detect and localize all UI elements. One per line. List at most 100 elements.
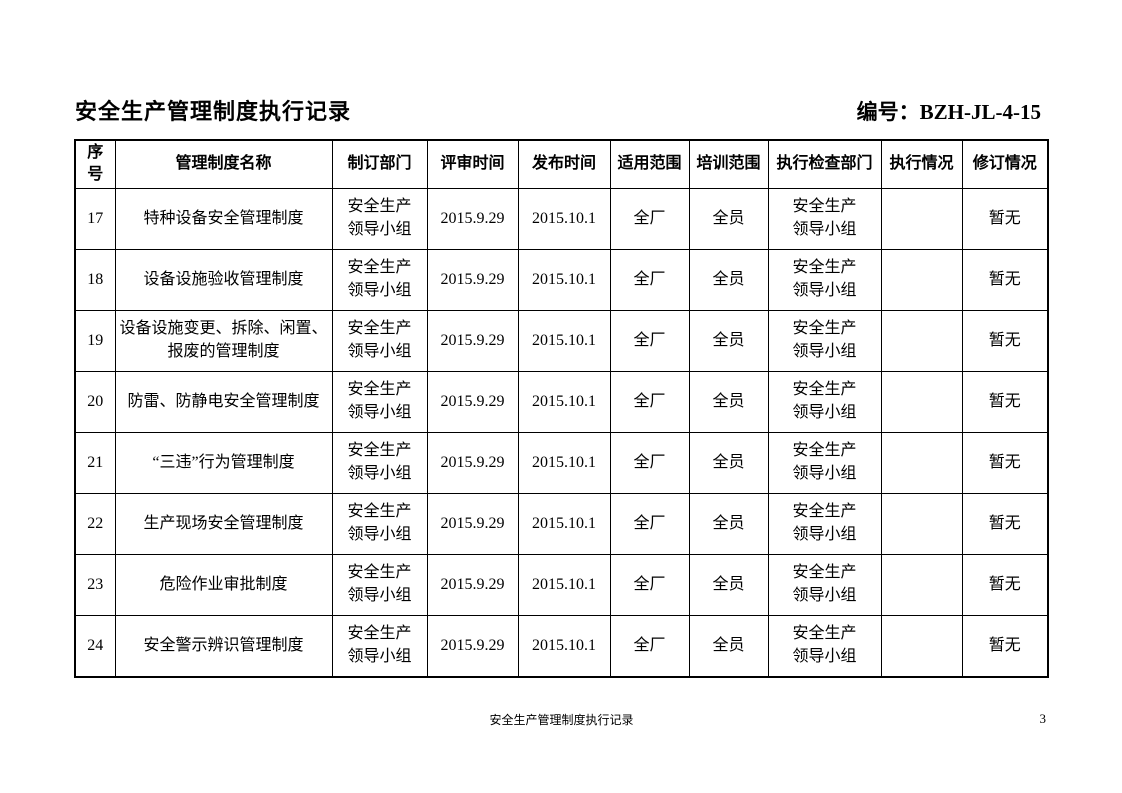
table-row: 22 生产现场安全管理制度 安全生产 领导小组 2015.9.29 2015.10.1 全… [74,492,1049,555]
table-row: 20 防雷、防静电安全管理制度 安全生产 领导小组 2015.9.29 2015.10.… [74,370,1049,433]
cell-scope: 全厂 [609,614,690,678]
cell-review_date: 2015.9.29 [426,431,519,494]
cell-no: 19 [74,309,116,372]
cell-training: 全员 [688,553,769,616]
cell-publish_date: 2015.10.1 [517,370,611,433]
cell-no: 18 [74,248,116,311]
cell-dept: 安全生产 领导小组 [331,248,428,311]
cell-publish_date: 2015.10.1 [517,492,611,555]
cell-publish_date: 2015.10.1 [517,431,611,494]
cell-review_date: 2015.9.29 [426,553,519,616]
cell-name: 危险作业审批制度 [114,553,333,616]
document-footer: 安全生产管理制度执行记录 3 [75,711,1048,728]
cell-inspect_dept: 安全生产 领导小组 [767,309,882,372]
cell-inspect_dept: 安全生产 领导小组 [767,431,882,494]
header-cell-revision: 修订情况 [961,139,1049,189]
cell-name: 设备设施变更、拆除、闲置、 报废的管理制度 [114,309,333,372]
cell-name: 防雷、防静电安全管理制度 [114,370,333,433]
records-table-body: 17 特种设备安全管理制度 安全生产 领导小组 2015.9.29 2015.10.1 全… [74,187,1049,678]
header-cell-no: 序 号 [74,139,116,189]
cell-dept: 安全生产 领导小组 [331,187,428,250]
header-cell-dept: 制订部门 [331,139,428,189]
cell-revision: 暂无 [961,309,1049,372]
cell-dept: 安全生产 领导小组 [331,553,428,616]
cell-publish_date: 2015.10.1 [517,187,611,250]
cell-review_date: 2015.9.29 [426,492,519,555]
table-row: 21 “三违”行为管理制度 安全生产 领导小组 2015.9.29 2015.10.1 全… [74,431,1049,494]
cell-review_date: 2015.9.29 [426,309,519,372]
cell-publish_date: 2015.10.1 [517,614,611,678]
cell-execution [880,492,963,555]
cell-no: 22 [74,492,116,555]
cell-dept: 安全生产 领导小组 [331,309,428,372]
cell-scope: 全厂 [609,431,690,494]
cell-scope: 全厂 [609,492,690,555]
cell-revision: 暂无 [961,248,1049,311]
cell-review_date: 2015.9.29 [426,370,519,433]
cell-dept: 安全生产 领导小组 [331,492,428,555]
cell-training: 全员 [688,614,769,678]
table-row: 17 特种设备安全管理制度 安全生产 领导小组 2015.9.29 2015.10.1 全… [74,187,1049,250]
table-row: 24 安全警示辨识管理制度 安全生产 领导小组 2015.9.29 2015.10.1 全… [74,614,1049,678]
cell-name: 设备设施验收管理制度 [114,248,333,311]
cell-publish_date: 2015.10.1 [517,553,611,616]
cell-name: “三违”行为管理制度 [114,431,333,494]
cell-no: 20 [74,370,116,433]
cell-revision: 暂无 [961,492,1049,555]
cell-publish_date: 2015.10.1 [517,309,611,372]
cell-inspect_dept: 安全生产 领导小组 [767,187,882,250]
cell-scope: 全厂 [609,309,690,372]
cell-revision: 暂无 [961,187,1049,250]
cell-scope: 全厂 [609,248,690,311]
cell-scope: 全厂 [609,370,690,433]
document-header: 安全生产管理制度执行记录 编号：BZH-JL-4-15 [75,94,1041,126]
cell-training: 全员 [688,370,769,433]
footer-title: 安全生产管理制度执行记录 [489,713,634,727]
cell-dept: 安全生产 领导小组 [331,370,428,433]
cell-name: 特种设备安全管理制度 [114,187,333,250]
header-cell-review_date: 评审时间 [426,139,519,189]
cell-training: 全员 [688,431,769,494]
records-table: 序 号管理制度名称 制订部门 评审时间 发布时间 适用范围 培训范围 执行检查部门 执行情况修… [74,139,1049,678]
cell-no: 21 [74,431,116,494]
table-row: 18 设备设施验收管理制度 安全生产 领导小组 2015.9.29 2015.10.1 全… [74,248,1049,311]
page-number: 3 [1039,711,1047,726]
header-cell-training: 培训范围 [688,139,769,189]
cell-no: 17 [74,187,116,250]
cell-no: 23 [74,553,116,616]
header-cell-publish_date: 发布时间 [517,139,611,189]
cell-review_date: 2015.9.29 [426,614,519,678]
cell-execution [880,370,963,433]
table-header-row: 序 号管理制度名称 制订部门 评审时间 发布时间 适用范围 培训范围 执行检查部门 执行情况修… [74,139,1049,189]
cell-review_date: 2015.9.29 [426,248,519,311]
cell-name: 生产现场安全管理制度 [114,492,333,555]
cell-training: 全员 [688,492,769,555]
cell-revision: 暂无 [961,370,1049,433]
cell-inspect_dept: 安全生产 领导小组 [767,492,882,555]
doc-number: 编号：BZH-JL-4-15 [856,100,1041,124]
header-cell-name: 管理制度名称 [114,139,333,189]
cell-inspect_dept: 安全生产 领导小组 [767,614,882,678]
cell-execution [880,187,963,250]
page-title: 安全生产管理制度执行记录 [75,99,352,124]
cell-execution [880,553,963,616]
cell-revision: 暂无 [961,614,1049,678]
cell-review_date: 2015.9.29 [426,187,519,250]
cell-training: 全员 [688,187,769,250]
cell-dept: 安全生产 领导小组 [331,614,428,678]
cell-revision: 暂无 [961,431,1049,494]
cell-dept: 安全生产 领导小组 [331,431,428,494]
cell-execution [880,431,963,494]
cell-inspect_dept: 安全生产 领导小组 [767,370,882,433]
cell-inspect_dept: 安全生产 领导小组 [767,553,882,616]
cell-training: 全员 [688,309,769,372]
table-row: 23 危险作业审批制度 安全生产 领导小组 2015.9.29 2015.10.1 全厂全… [74,553,1049,616]
cell-execution [880,248,963,311]
cell-training: 全员 [688,248,769,311]
cell-name: 安全警示辨识管理制度 [114,614,333,678]
cell-publish_date: 2015.10.1 [517,248,611,311]
cell-revision: 暂无 [961,553,1049,616]
header-cell-execution: 执行情况 [880,139,963,189]
header-cell-inspect_dept: 执行检查部门 [767,139,882,189]
